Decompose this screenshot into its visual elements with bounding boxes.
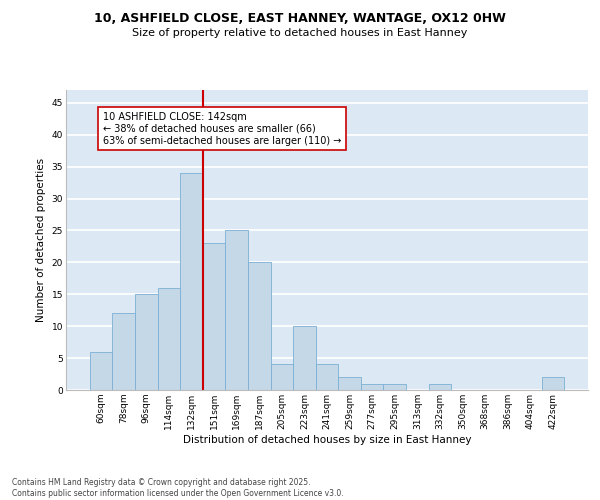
Text: 10, ASHFIELD CLOSE, EAST HANNEY, WANTAGE, OX12 0HW: 10, ASHFIELD CLOSE, EAST HANNEY, WANTAGE…: [94, 12, 506, 26]
Bar: [135, 294, 158, 390]
Bar: [180, 173, 203, 390]
Text: Size of property relative to detached houses in East Hanney: Size of property relative to detached ho…: [133, 28, 467, 38]
Bar: [112, 314, 135, 390]
Bar: [338, 377, 361, 390]
X-axis label: Distribution of detached houses by size in East Hanney: Distribution of detached houses by size …: [183, 434, 471, 444]
Bar: [293, 326, 316, 390]
Bar: [271, 364, 293, 390]
Bar: [158, 288, 180, 390]
Bar: [248, 262, 271, 390]
Bar: [203, 243, 226, 390]
Bar: [90, 352, 112, 390]
Y-axis label: Number of detached properties: Number of detached properties: [36, 158, 46, 322]
Bar: [316, 364, 338, 390]
Bar: [428, 384, 451, 390]
Text: Contains HM Land Registry data © Crown copyright and database right 2025.
Contai: Contains HM Land Registry data © Crown c…: [12, 478, 344, 498]
Bar: [542, 377, 564, 390]
Text: 10 ASHFIELD CLOSE: 142sqm
← 38% of detached houses are smaller (66)
63% of semi-: 10 ASHFIELD CLOSE: 142sqm ← 38% of detac…: [103, 112, 341, 146]
Bar: [361, 384, 383, 390]
Bar: [226, 230, 248, 390]
Bar: [383, 384, 406, 390]
